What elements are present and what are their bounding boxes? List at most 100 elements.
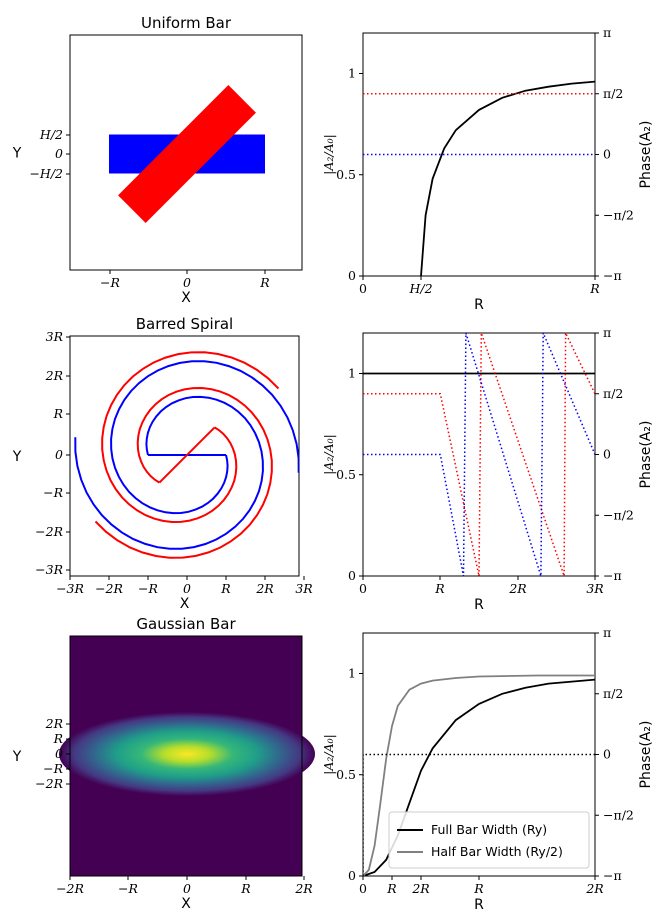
x-tick-label: 0 bbox=[359, 581, 367, 596]
series-line-1 bbox=[363, 333, 595, 576]
x-tick-label: 0 bbox=[183, 275, 191, 290]
panel-title: Barred Spiral bbox=[136, 315, 233, 333]
y-tick-label: 0 bbox=[55, 746, 63, 761]
series-line-0 bbox=[420, 80, 595, 276]
y-axis-label: Y bbox=[12, 449, 22, 465]
x-tick-label: R bbox=[386, 881, 396, 896]
x-tick-label: H/2 bbox=[408, 281, 432, 296]
x-tick-label: −R bbox=[138, 581, 158, 596]
y-tick-label-left: 0.5 bbox=[336, 767, 356, 782]
y-axis-label-right: Phase(A₂) bbox=[638, 421, 654, 489]
x-tick-label: R bbox=[473, 881, 483, 896]
x-tick-label: R bbox=[220, 581, 230, 596]
x-tick-label: 2R bbox=[294, 881, 312, 896]
y-tick-label-right: 0 bbox=[603, 747, 611, 762]
y-tick-label-right: 0 bbox=[603, 447, 611, 462]
x-tick-label: 2R bbox=[508, 581, 526, 596]
y-tick-label: 2R bbox=[45, 368, 63, 383]
y-tick-label-left: 1 bbox=[348, 666, 356, 681]
y-tick-label-right: −π/2 bbox=[603, 807, 634, 822]
series-group bbox=[363, 674, 595, 876]
y-tick-label: −R bbox=[43, 485, 63, 500]
y-tick-label: 0 bbox=[55, 146, 63, 161]
y-tick-label-right: 0 bbox=[603, 147, 611, 162]
rotated-bar-shape bbox=[118, 85, 256, 223]
y-tick-label: 0 bbox=[55, 447, 63, 462]
y-tick-label: R bbox=[53, 406, 63, 421]
x-tick-label: 0 bbox=[183, 881, 191, 896]
y-axis-label-right: Phase(A₂) bbox=[638, 721, 654, 789]
spiral-group bbox=[74, 351, 299, 559]
x-axis-label: X bbox=[181, 896, 191, 912]
y-tick-label: H/2 bbox=[39, 127, 63, 142]
series-line-2 bbox=[363, 753, 595, 876]
x-axis-label: R bbox=[474, 297, 484, 313]
y-tick-label: −H/2 bbox=[29, 166, 63, 181]
x-tick-label: 3R bbox=[586, 581, 603, 596]
gaussian-blob bbox=[59, 712, 315, 796]
legend-box bbox=[388, 811, 590, 869]
y-tick-label: R bbox=[53, 731, 63, 746]
y-tick-label-right: −π bbox=[603, 268, 622, 283]
y-tick-label: −2R bbox=[35, 776, 63, 791]
series-line-2 bbox=[363, 333, 595, 576]
x-tick-label: 0 bbox=[359, 881, 367, 896]
y-tick-label: 3R bbox=[46, 329, 63, 344]
series-line-0 bbox=[363, 678, 595, 876]
x-axis-label: X bbox=[180, 596, 190, 612]
y-tick-label-right: −π/2 bbox=[603, 207, 634, 222]
panel-frame bbox=[69, 34, 303, 271]
panel-frame bbox=[69, 635, 303, 877]
series-group bbox=[363, 80, 595, 276]
y-tick-label-left: 0 bbox=[348, 268, 356, 283]
y-tick-label-left: 0.5 bbox=[336, 167, 356, 182]
y-tick-label-right: −π/2 bbox=[603, 507, 634, 522]
y-tick-label-left: 0.5 bbox=[336, 467, 356, 482]
x-tick-label: R bbox=[259, 275, 269, 290]
y-axis-label-left: |A₂/A₀| bbox=[321, 434, 336, 475]
y-tick-label-left: 0 bbox=[348, 568, 356, 583]
panel-title: Uniform Bar bbox=[141, 14, 232, 32]
y-tick-label-right: π bbox=[603, 325, 611, 340]
x-axis-label: X bbox=[181, 290, 191, 306]
x-tick-label: −2R bbox=[56, 881, 84, 896]
rotated-spiral-shape bbox=[94, 351, 280, 559]
x-tick-label: −R bbox=[100, 275, 120, 290]
x-tick-label: 0 bbox=[359, 281, 367, 296]
y-axis-label-left: |A₂/A₀| bbox=[321, 734, 336, 775]
series-group bbox=[363, 333, 595, 576]
y-axis-label-right: Phase(A₂) bbox=[638, 121, 654, 189]
x-axis-label: R bbox=[474, 597, 484, 613]
x-tick-label: 2R bbox=[411, 881, 429, 896]
x-tick-label: −2R bbox=[95, 581, 123, 596]
y-tick-label: −2R bbox=[35, 524, 63, 539]
x-tick-label: 2R bbox=[585, 881, 603, 896]
y-tick-label-right: π/2 bbox=[603, 386, 623, 401]
y-tick-label: 2R bbox=[45, 716, 63, 731]
x-tick-label: 2R bbox=[255, 581, 273, 596]
y-tick-label-left: 1 bbox=[348, 366, 356, 381]
y-axis-label: Y bbox=[12, 146, 22, 162]
x-tick-label: R bbox=[589, 281, 599, 296]
y-tick-label: −R bbox=[43, 761, 63, 776]
y-tick-label: −3R bbox=[35, 562, 63, 577]
x-axis-label: R bbox=[474, 897, 484, 913]
x-tick-label: R bbox=[240, 881, 250, 896]
x-tick-label: R bbox=[434, 581, 444, 596]
y-tick-label-right: π bbox=[603, 625, 611, 640]
y-tick-label-left: 0 bbox=[348, 868, 356, 883]
y-axis-label-left: |A₂/A₀| bbox=[321, 134, 336, 175]
y-axis-label: Y bbox=[12, 749, 22, 765]
x-tick-label: 0 bbox=[183, 581, 191, 596]
y-tick-label-right: π/2 bbox=[603, 686, 623, 701]
series-line-1 bbox=[363, 674, 595, 876]
legend-label: Half Bar Width (Ry/2) bbox=[431, 844, 563, 859]
x-tick-label: −3R bbox=[56, 581, 84, 596]
x-tick-label: −R bbox=[118, 881, 138, 896]
x-tick-label: 3R bbox=[295, 581, 312, 596]
y-tick-label-right: π bbox=[603, 25, 611, 40]
y-tick-label-left: 1 bbox=[348, 66, 356, 81]
y-tick-label-right: −π bbox=[603, 568, 622, 583]
legend-label: Full Bar Width (Ry) bbox=[431, 822, 547, 837]
